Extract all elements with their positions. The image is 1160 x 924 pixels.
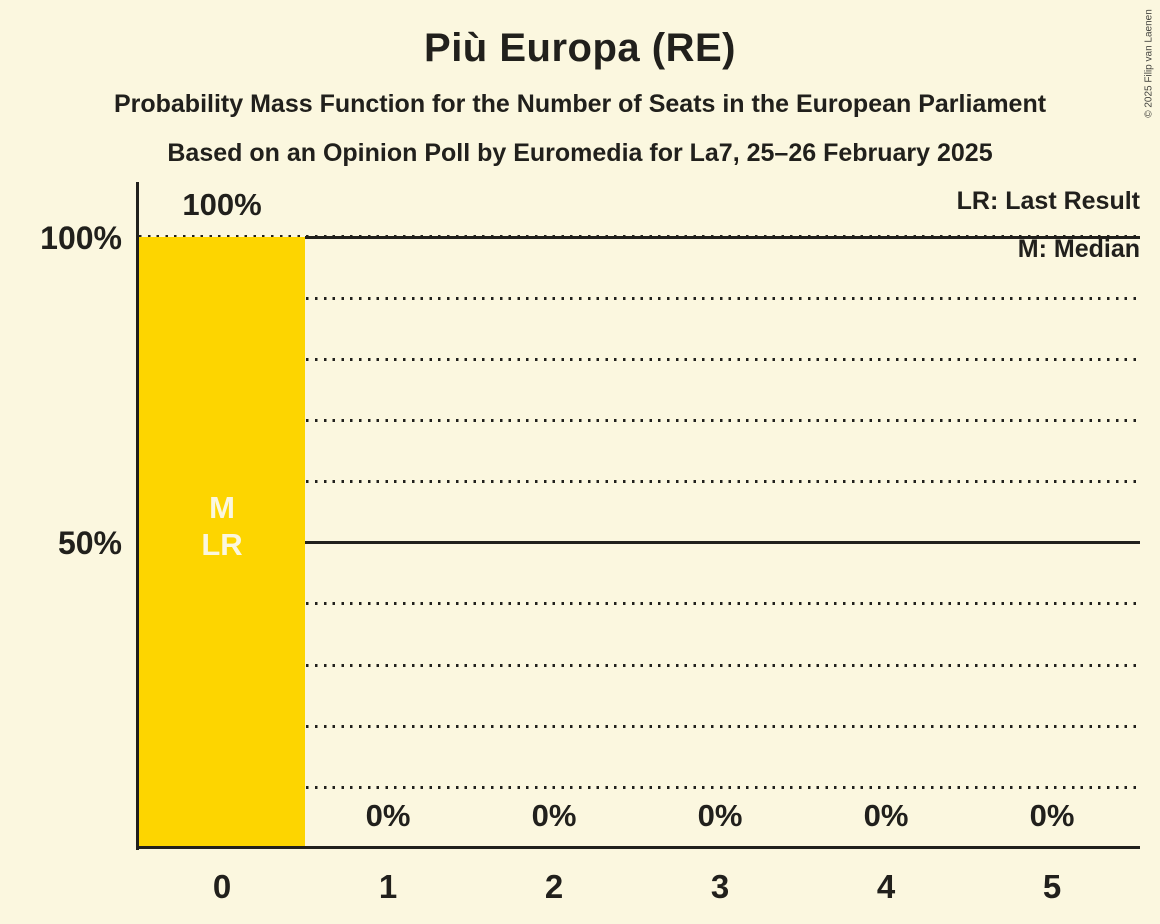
- y-axis-label-50: 50%: [57, 525, 122, 561]
- y-axis-line: [136, 182, 139, 850]
- chart-title: Più Europa (RE): [424, 26, 736, 70]
- solid-line-100pct: [305, 236, 1140, 239]
- x-tick-5: 5: [1042, 868, 1062, 905]
- bar-0-seats: [139, 237, 305, 848]
- median-marker: M: [209, 490, 235, 525]
- chart-source-line: Based on an Opinion Poll by Euromedia fo…: [167, 139, 993, 167]
- gridline-90pct: [139, 297, 1140, 300]
- x-tick-2: 2: [544, 868, 564, 905]
- value-label-2: 0%: [531, 798, 577, 833]
- last-result-marker: LR: [201, 527, 243, 562]
- gridline-80pct: [139, 358, 1140, 361]
- x-tick-3: 3: [710, 868, 730, 905]
- value-label-4: 0%: [863, 798, 909, 833]
- value-label-0: 100%: [182, 187, 262, 222]
- gridline-10pct: [139, 786, 1140, 789]
- value-label-5: 0%: [1029, 798, 1075, 833]
- y-axis-label-100: 100%: [40, 220, 122, 256]
- x-tick-1: 1: [378, 868, 398, 905]
- bar-annotation: M LR: [139, 489, 305, 563]
- legend-last-result: LR: Last Result: [956, 187, 1140, 215]
- chart-subtitle: Probability Mass Function for the Number…: [113, 90, 1047, 118]
- value-label-1: 0%: [365, 798, 411, 833]
- gridline-60pct: [139, 480, 1140, 483]
- gridline-40pct: [139, 602, 1140, 605]
- solid-line-50pct: [305, 541, 1140, 544]
- x-axis-line: [136, 846, 1140, 849]
- gridline-20pct: [139, 725, 1140, 728]
- gridline-70pct: [139, 419, 1140, 422]
- legend-median: M: Median: [1017, 235, 1140, 263]
- x-tick-4: 4: [876, 868, 896, 905]
- gridline-30pct: [139, 664, 1140, 667]
- value-label-3: 0%: [697, 798, 743, 833]
- x-tick-0: 0: [212, 868, 232, 905]
